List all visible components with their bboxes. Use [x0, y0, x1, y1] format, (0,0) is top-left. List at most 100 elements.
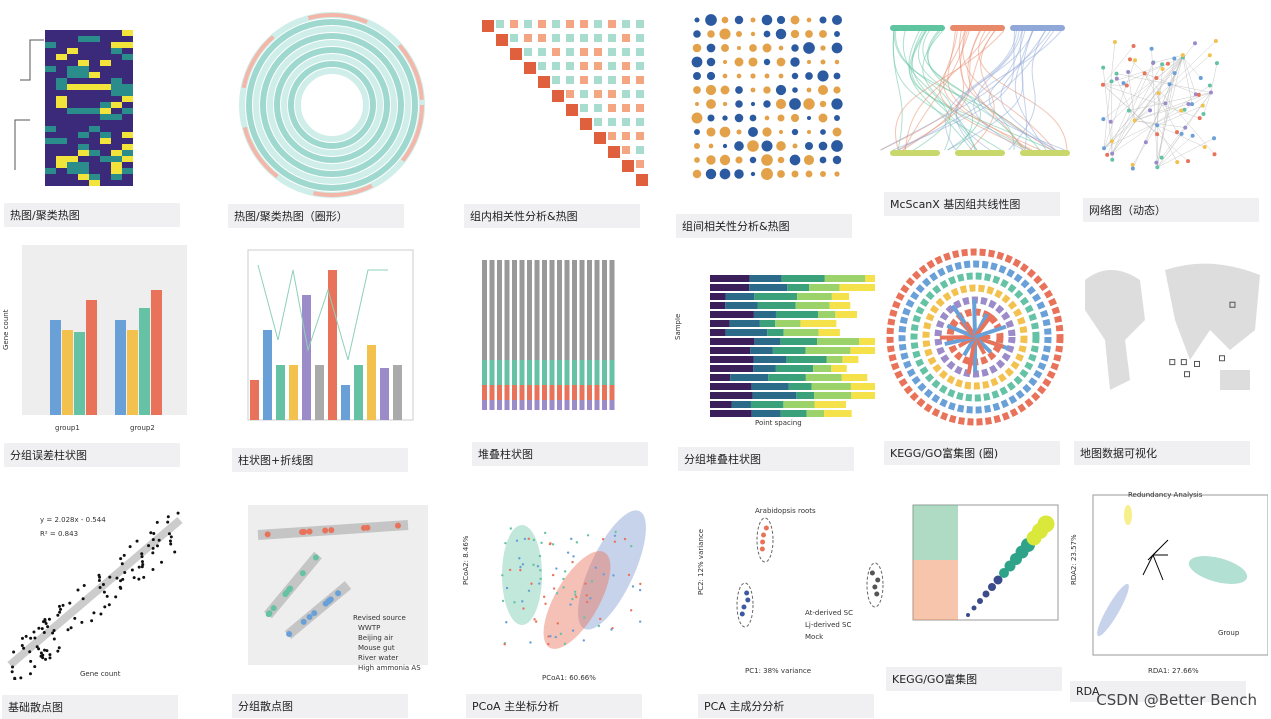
rect: [482, 20, 494, 32]
chart-thumbnail[interactable]: PCoA1: 60.66%PCoA2: 8.46%: [462, 495, 662, 689]
circle: [58, 611, 61, 614]
circle: [612, 574, 614, 576]
rect: [89, 96, 100, 102]
circle: [734, 169, 743, 178]
circle: [574, 593, 576, 595]
circle: [147, 544, 150, 547]
circle: [166, 521, 169, 524]
circle: [977, 598, 983, 604]
rect: [726, 329, 768, 336]
rect: [67, 156, 78, 162]
circle: [761, 154, 773, 166]
rect: [122, 30, 133, 36]
circle: [528, 590, 530, 592]
rect: [710, 293, 725, 300]
chart-thumbnail[interactable]: [888, 495, 1068, 669]
rect: [710, 338, 754, 345]
rect: [482, 400, 487, 410]
chart-thumbnail[interactable]: [0, 0, 190, 199]
rect: [56, 162, 67, 168]
rect: [826, 356, 842, 363]
rect: [100, 30, 111, 36]
circle: [750, 73, 755, 78]
chart-thumbnail[interactable]: [462, 10, 662, 199]
rect: [67, 138, 78, 144]
rect: [776, 311, 818, 318]
rect: [512, 360, 517, 385]
circle: [58, 646, 61, 649]
circle: [720, 155, 730, 165]
rect: [622, 160, 634, 172]
circle: [694, 143, 700, 149]
chart-thumbnail[interactable]: [228, 240, 438, 439]
rect: [50, 320, 61, 415]
rect: [122, 168, 133, 174]
thumbnail: [470, 250, 670, 425]
circle: [48, 618, 51, 621]
circle: [119, 579, 122, 582]
rect: [622, 132, 630, 140]
circle: [83, 584, 86, 587]
rect: [89, 72, 100, 78]
rect: [482, 260, 487, 360]
circle: [553, 587, 555, 589]
rect: [111, 72, 122, 78]
chart-thumbnail[interactable]: [1070, 240, 1270, 439]
rect: [45, 90, 56, 96]
circle: [560, 633, 562, 635]
circle: [761, 168, 773, 180]
rect: [100, 120, 111, 126]
rect: [1195, 361, 1200, 366]
circle: [776, 85, 786, 95]
chart-thumbnail[interactable]: [222, 0, 447, 204]
rect: [67, 108, 78, 114]
rect: [78, 102, 89, 108]
rect: [45, 36, 56, 42]
circle: [821, 60, 826, 65]
rect: [580, 34, 588, 42]
circle: [639, 620, 641, 622]
rect: [557, 260, 562, 360]
rect: [67, 144, 78, 150]
rect: [111, 78, 122, 84]
circle: [819, 142, 828, 151]
circle: [585, 594, 587, 596]
rect: [542, 260, 547, 360]
rect: [67, 30, 78, 36]
rect: [122, 54, 133, 60]
rect: [572, 385, 577, 400]
rect: [535, 260, 540, 360]
circle: [734, 141, 744, 151]
rect: [710, 320, 730, 327]
chart-thumbnail[interactable]: [470, 250, 670, 429]
chart-thumbnail[interactable]: [880, 245, 1070, 434]
chart-thumbnail[interactable]: [880, 20, 1075, 169]
circle: [595, 566, 597, 568]
circle: [505, 621, 507, 623]
chart-thumbnail[interactable]: [1080, 20, 1270, 194]
rect: [111, 36, 122, 42]
circle: [779, 46, 784, 51]
circle: [762, 15, 773, 26]
circle: [1160, 156, 1164, 160]
circle: [103, 591, 106, 594]
rect: [622, 90, 630, 98]
circle: [614, 541, 616, 543]
rect: [56, 156, 67, 162]
rect: [572, 260, 577, 360]
rect: [122, 102, 133, 108]
circle: [1155, 123, 1159, 127]
rect: [580, 360, 585, 385]
circle: [300, 570, 306, 576]
rect: [608, 118, 616, 126]
circle: [1101, 83, 1105, 87]
circle: [1132, 44, 1136, 48]
chart-thumbnail[interactable]: [672, 5, 862, 199]
